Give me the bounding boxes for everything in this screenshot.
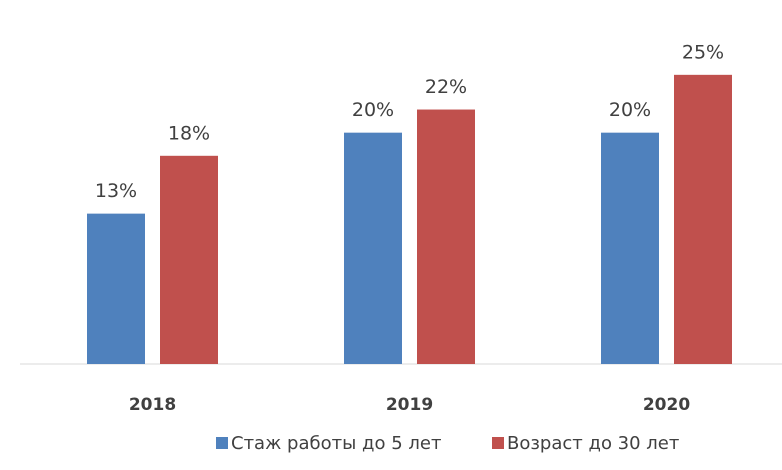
value-label: 25% xyxy=(682,41,724,63)
legend-label: Стаж работы до 5 лет xyxy=(231,433,441,454)
bar xyxy=(601,132,659,364)
value-label: 20% xyxy=(352,99,394,121)
legend-swatch xyxy=(492,437,504,449)
legend-swatch xyxy=(216,437,228,449)
value-label: 22% xyxy=(425,76,467,98)
bar xyxy=(417,109,475,365)
x-tick-label: 2018 xyxy=(129,395,176,415)
legend-label: Возраст до 30 лет xyxy=(507,433,679,454)
bar xyxy=(674,74,732,364)
x-tick-label: 2019 xyxy=(386,395,433,415)
x-tick-label: 2020 xyxy=(643,395,690,415)
bar xyxy=(87,213,145,364)
value-label: 18% xyxy=(168,122,210,144)
bar xyxy=(344,132,402,364)
bar xyxy=(160,155,218,364)
value-label: 20% xyxy=(609,99,651,121)
value-label: 13% xyxy=(95,180,137,202)
